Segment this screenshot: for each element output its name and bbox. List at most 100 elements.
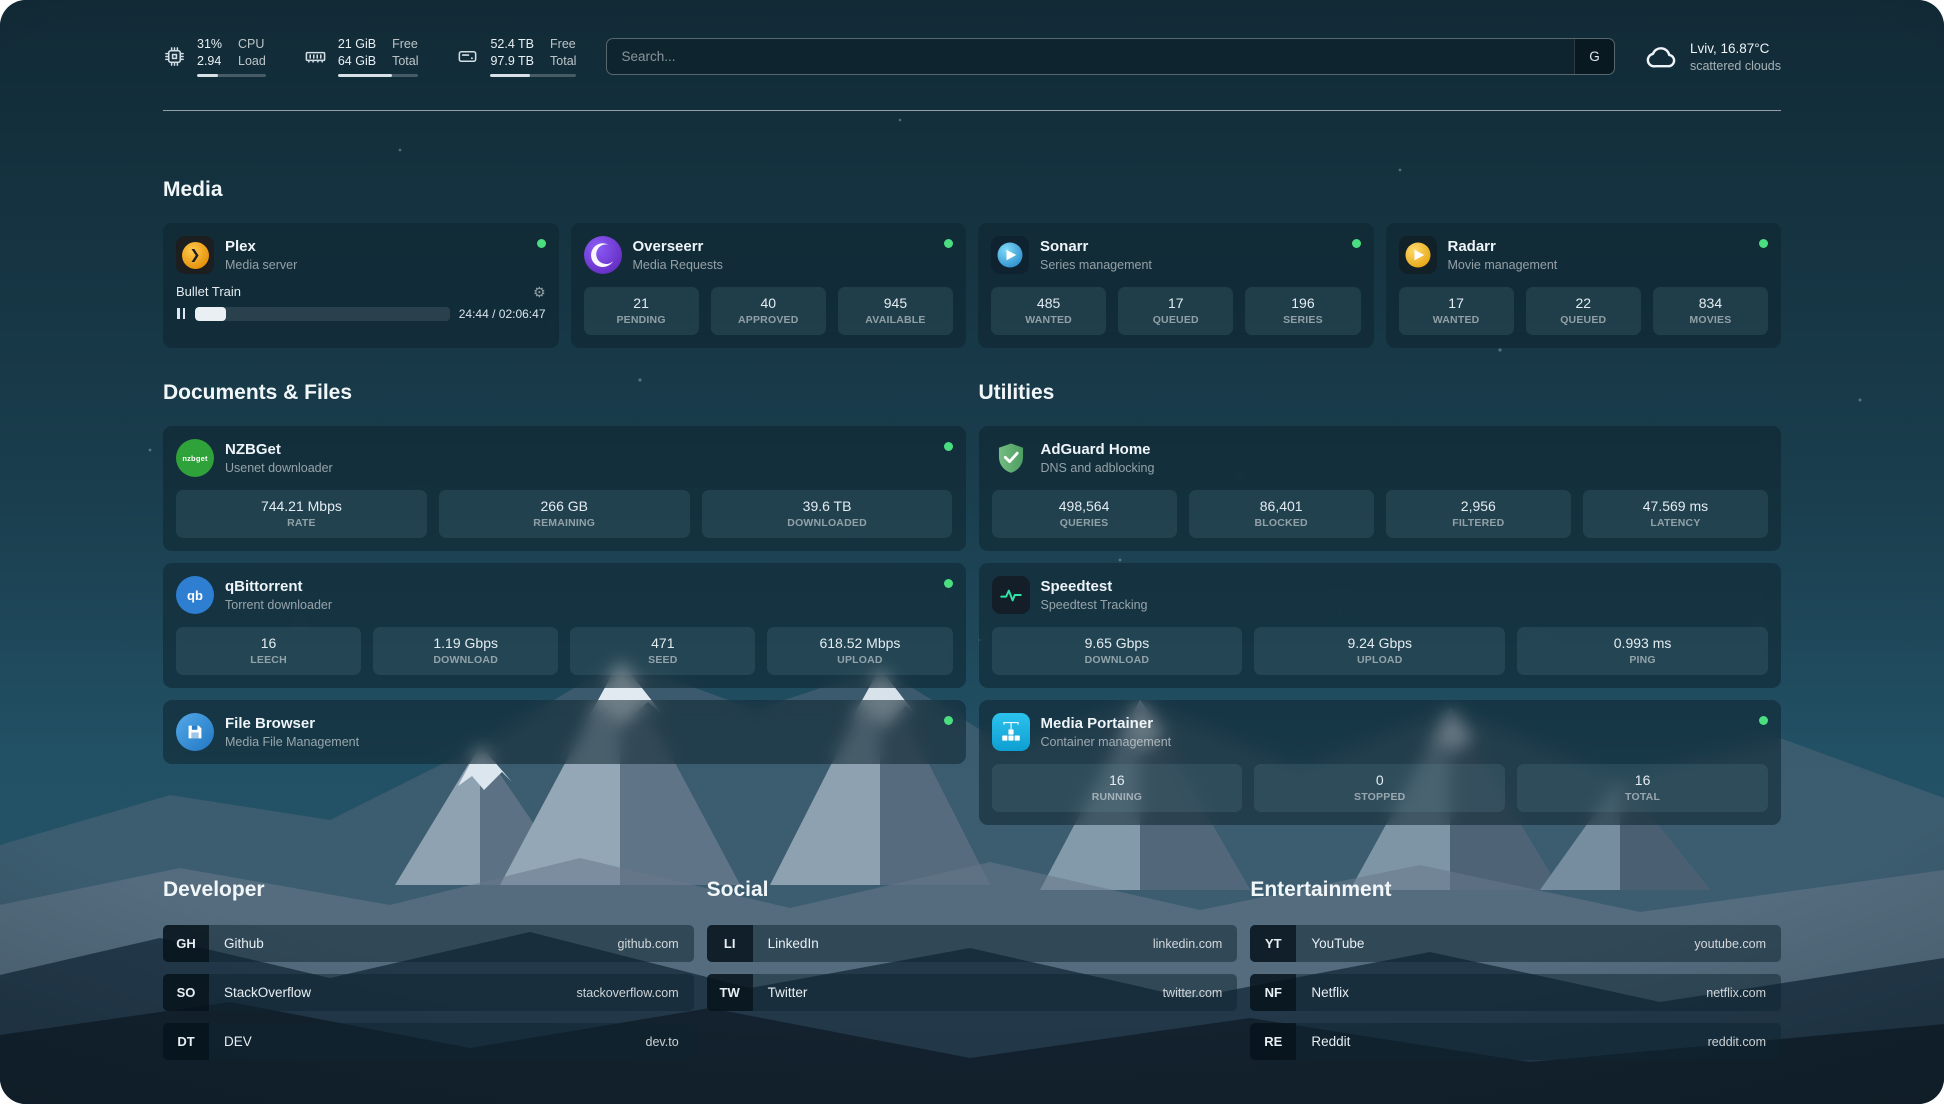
bookmark-name: Netflix [1311,985,1349,1000]
disk-widget: 52.4 TB Free 97.9 TB Total [456,36,577,77]
section-social: Social LI LinkedIn linkedin.com TW Twitt… [706,875,1238,1060]
service-name: AdGuard Home [1040,441,1151,458]
service-card-overseerr[interactable]: Overseerr Media Requests 21 PENDING 40 A… [570,223,966,348]
disk-total-value: 97.9 TB [490,54,535,68]
weather-widget[interactable]: Lviv, 16.87°C scattered clouds [1645,40,1781,74]
bookmark-stackoverflow[interactable]: SO StackOverflow stackoverflow.com [163,974,694,1011]
status-dot [1759,239,1768,248]
disk-free-label: Free [550,37,576,51]
service-card-plex[interactable]: ❯ Plex Media server Bullet Train ⚙ [163,223,559,348]
service-card-file-browser[interactable]: File Browser Media File Management [163,700,966,764]
service-card-radarr[interactable]: Radarr Movie management 17 WANTED 22 QUE… [1385,223,1781,348]
pause-button[interactable] [176,306,186,321]
stat-box: 744.21 Mbps RATE [176,490,427,538]
bookmark-abbr: DT [163,1023,209,1060]
search-input[interactable] [607,49,1574,64]
service-description: Media server [225,258,298,272]
search-bar: G [606,38,1615,75]
plex-icon: ❯ [176,236,214,274]
bookmark-url: dev.to [645,1034,679,1049]
weather-location: Lviv, 16.87°C [1689,40,1770,56]
bookmark-abbr: YT [1250,925,1297,962]
section-documents-files: Documents & Files nzbget NZBGet Usenet d… [163,378,966,825]
sonarr-icon [991,236,1029,274]
service-card-adguard-home[interactable]: AdGuard Home DNS and adblocking 498,564 … [978,426,1781,551]
service-card-qbittorrent[interactable]: qb qBittorrent Torrent downloader 16 LEE… [163,563,966,688]
section-title-utilities: Utilities [978,381,1055,404]
bookmark-name: Github [224,936,264,951]
cpu-usage-bar [197,74,266,77]
bookmark-abbr: TW [706,974,753,1011]
cpu-usage-value: 31% [197,37,223,51]
stat-box: 16 TOTAL [1517,764,1768,812]
stat-box: 39.6 TB DOWNLOADED [701,490,953,538]
top-bar: 31% CPU 2.94 Load 21 [163,36,1781,77]
bookmark-url: twitter.com [1162,985,1223,1000]
memory-total-value: 64 GiB [337,54,377,68]
section-utilities: Utilities [978,378,1781,825]
service-description: DNS and adblocking [1040,461,1155,475]
service-name: File Browser [225,715,316,732]
bookmark-abbr: LI [706,925,753,962]
bookmark-youtube[interactable]: YT YouTube youtube.com [1250,925,1781,962]
stat-box: 47.569 ms LATENCY [1582,490,1768,538]
stat-box: 196 SERIES [1245,287,1361,335]
service-description: Media File Management [225,735,360,749]
playback-progress-bar[interactable] [195,306,450,321]
bookmark-netflix[interactable]: NF Netflix netflix.com [1250,974,1781,1011]
bookmark-name: Twitter [767,985,808,1000]
cpu-load-label: Load [238,54,266,68]
stat-box: 17 WANTED [1398,287,1514,335]
service-name: Speedtest [1040,578,1113,595]
bookmark-name: Reddit [1311,1034,1351,1049]
overseerr-icon [583,236,622,274]
service-card-media-portainer[interactable]: Media Portainer Container management 16 … [978,700,1781,825]
stat-box: 2,956 FILTERED [1385,490,1571,538]
section-developer: Developer GH Github github.com SO StackO… [163,875,694,1060]
bookmark-name: StackOverflow [224,985,312,1000]
service-description: Torrent downloader [225,598,333,612]
nzbget-icon: nzbget [176,439,214,477]
service-description: Movie management [1447,258,1558,272]
service-card-speedtest[interactable]: Speedtest Speedtest Tracking 9.65 Gbps D… [978,563,1781,688]
search-provider-button[interactable]: G [1573,39,1614,74]
ram-icon [304,45,327,68]
stat-box: 9.65 Gbps DOWNLOAD [991,627,1243,675]
service-card-nzbget[interactable]: nzbget NZBGet Usenet downloader 744.21 M… [163,426,966,551]
bookmark-url: linkedin.com [1152,936,1223,951]
bookmark-name: YouTube [1311,936,1365,951]
stat-box: 40 APPROVED [710,287,826,335]
stat-box: 9.24 Gbps UPLOAD [1254,627,1506,675]
topbar-divider [163,110,1781,111]
bookmark-abbr: NF [1250,974,1297,1011]
speedtest-icon [991,576,1030,614]
disk-total-label: Total [550,54,577,68]
memory-total-label: Total [392,54,419,68]
service-name: Media Portainer [1040,715,1154,732]
disk-usage-bar [490,74,577,77]
status-dot [944,239,953,248]
gear-icon[interactable]: ⚙ [532,283,546,300]
bookmark-url: netflix.com [1706,985,1766,1000]
disk-free-value: 52.4 TB [490,37,535,51]
memory-free-label: Free [392,37,418,51]
cpu-chip-icon [163,45,186,68]
bookmark-dev[interactable]: DT DEV dev.to [163,1023,694,1060]
section-title-social: Social [706,878,769,901]
bookmark-reddit[interactable]: RE Reddit reddit.com [1250,1023,1781,1060]
section-title-media: Media [163,178,223,201]
service-name: Sonarr [1040,238,1089,255]
radarr-icon [1398,236,1437,274]
bookmark-abbr: SO [163,974,209,1011]
stat-box: 0 STOPPED [1254,764,1506,812]
bookmark-twitter[interactable]: TW Twitter twitter.com [706,974,1238,1011]
status-dot [536,239,546,248]
bookmark-github[interactable]: GH Github github.com [163,925,694,962]
status-dot [943,442,953,451]
service-card-sonarr[interactable]: Sonarr Series management 485 WANTED 17 Q… [978,223,1374,348]
stat-box: 16 LEECH [176,627,362,675]
bookmark-url: stackoverflow.com [576,985,679,1000]
bookmark-linkedin[interactable]: LI LinkedIn linkedin.com [706,925,1238,962]
status-dot [943,716,953,725]
